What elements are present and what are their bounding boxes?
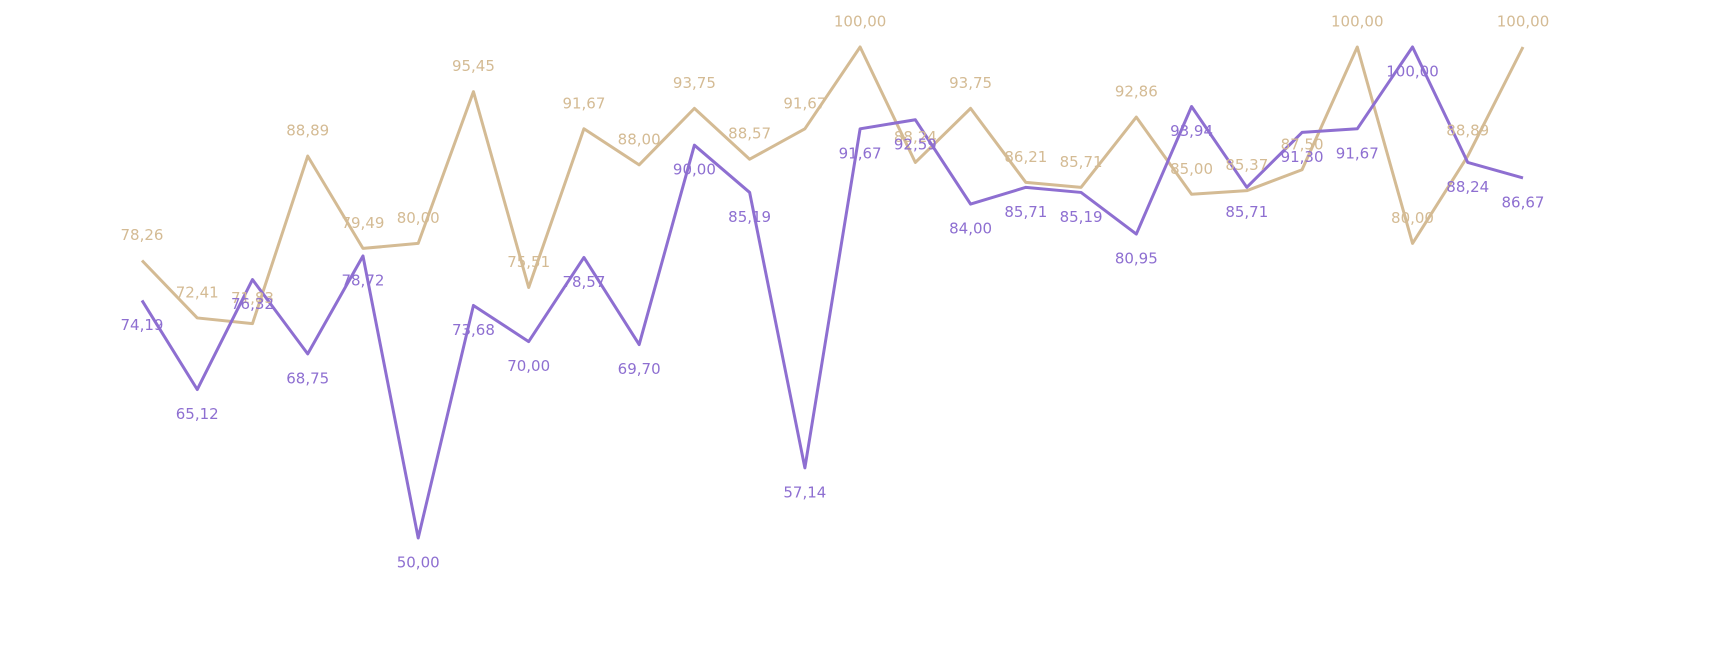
data-label: 85,71 bbox=[1225, 203, 1268, 221]
data-label: 68,75 bbox=[286, 369, 329, 387]
data-label: 76,32 bbox=[231, 295, 274, 313]
line bbox=[140, 45, 1525, 326]
data-label: 71,83 bbox=[231, 289, 274, 307]
data-label: 85,19 bbox=[728, 208, 771, 226]
data-label: 85,19 bbox=[1060, 208, 1103, 226]
data-label: 93,94 bbox=[1170, 122, 1213, 140]
data-label: 86,21 bbox=[1004, 148, 1047, 166]
data-label: 80,00 bbox=[397, 209, 440, 227]
line bbox=[140, 45, 1524, 540]
data-label: 100,00 bbox=[1497, 13, 1550, 31]
data-label: 74,19 bbox=[121, 316, 164, 334]
data-label: 75,51 bbox=[507, 253, 550, 271]
data-label: 100,00 bbox=[834, 13, 887, 31]
data-label: 91,67 bbox=[562, 94, 605, 112]
data-label: 93,75 bbox=[673, 74, 716, 92]
data-label: 87,50 bbox=[1281, 135, 1324, 153]
data-label: 90,00 bbox=[673, 161, 716, 179]
data-label: 70,00 bbox=[507, 357, 550, 375]
data-label: 78,72 bbox=[341, 271, 384, 289]
data-label: 84,00 bbox=[949, 220, 992, 238]
data-label: 80,00 bbox=[1391, 209, 1434, 227]
data-label: 91,67 bbox=[783, 94, 826, 112]
data-label: 79,49 bbox=[341, 214, 384, 232]
data-label: 93,75 bbox=[949, 74, 992, 92]
data-label: 95,45 bbox=[452, 57, 495, 75]
data-label: 73,68 bbox=[452, 321, 495, 339]
data-label: 88,89 bbox=[1446, 122, 1489, 140]
data-label: 91,67 bbox=[1336, 144, 1379, 162]
data-label: 78,57 bbox=[562, 273, 605, 291]
data-label: 50,00 bbox=[397, 554, 440, 572]
data-label: 85,71 bbox=[1060, 153, 1103, 171]
data-label: 91,67 bbox=[839, 144, 882, 162]
data-label: 88,00 bbox=[618, 130, 661, 148]
data-label: 91,30 bbox=[1281, 148, 1324, 166]
data-label: 85,37 bbox=[1225, 156, 1268, 174]
data-label: 69,70 bbox=[618, 360, 661, 378]
data-label: 85,00 bbox=[1170, 160, 1213, 178]
data-label: 85,71 bbox=[1004, 203, 1047, 221]
data-label: 80,95 bbox=[1115, 250, 1158, 268]
data-label: 86,67 bbox=[1502, 193, 1545, 211]
data-label: 88,57 bbox=[728, 125, 771, 143]
data-label: 88,24 bbox=[1446, 178, 1489, 196]
data-label: 78,26 bbox=[121, 226, 164, 244]
data-label: 92,86 bbox=[1115, 83, 1158, 101]
data-label: 72,41 bbox=[176, 283, 219, 301]
data-label: 100,00 bbox=[1386, 63, 1439, 81]
data-label: 92,59 bbox=[894, 135, 937, 153]
data-label: 88,89 bbox=[286, 122, 329, 140]
data-label: 88,24 bbox=[894, 128, 937, 146]
data-label: 65,12 bbox=[176, 405, 219, 423]
data-label: 100,00 bbox=[1331, 13, 1384, 31]
data-label: 57,14 bbox=[783, 483, 826, 501]
